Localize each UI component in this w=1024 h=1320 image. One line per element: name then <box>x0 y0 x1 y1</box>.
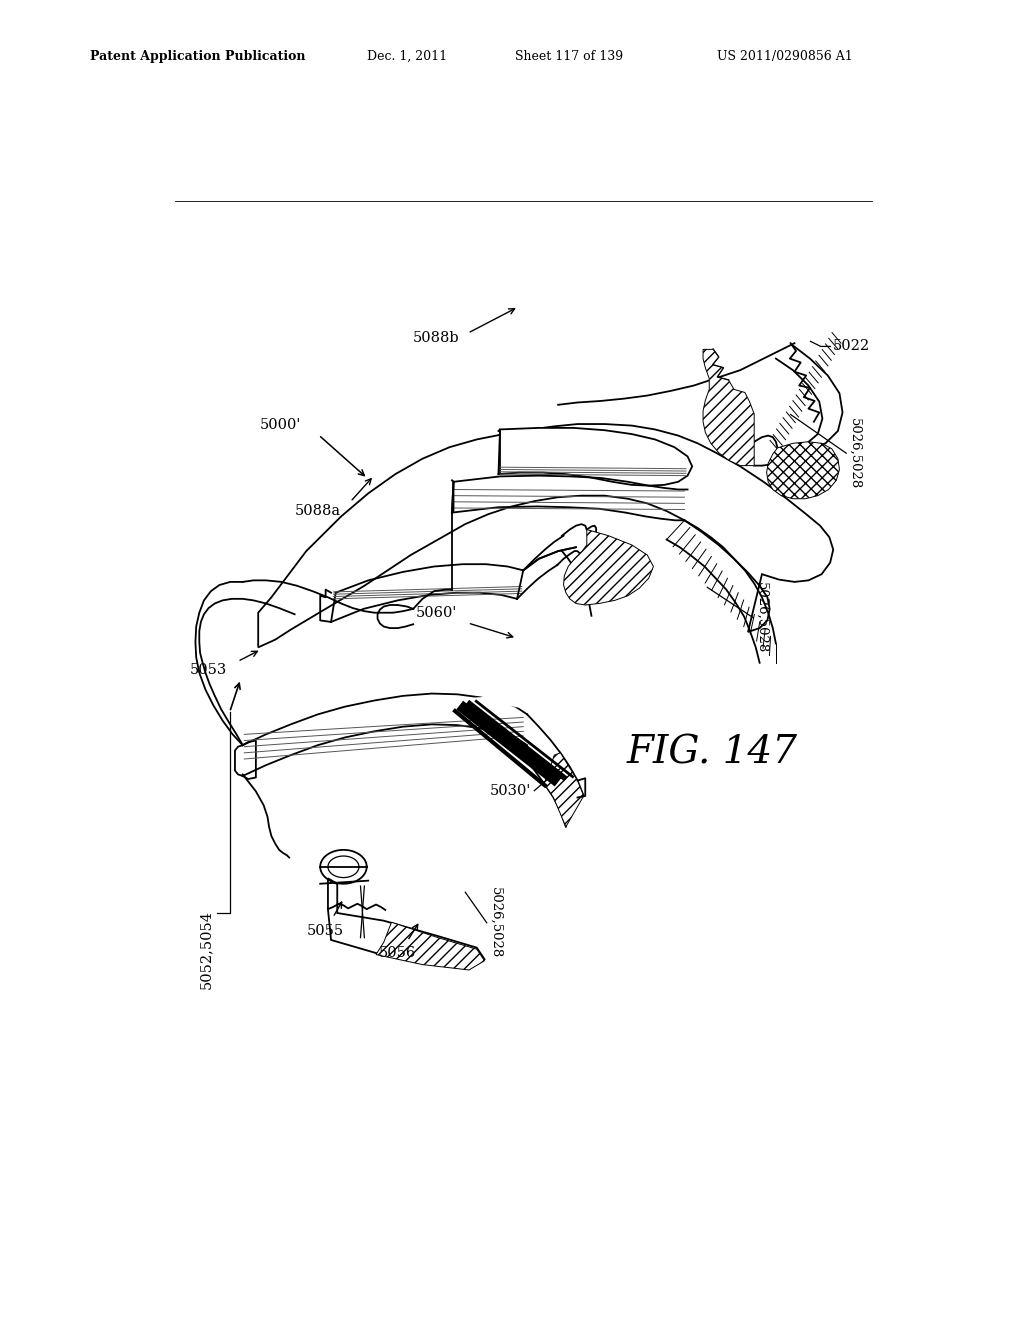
Polygon shape <box>328 878 484 969</box>
Polygon shape <box>376 923 484 970</box>
Text: 5026,5028: 5026,5028 <box>489 887 502 958</box>
Text: 5000': 5000' <box>260 417 301 432</box>
Text: 5026,5028: 5026,5028 <box>849 417 861 488</box>
Polygon shape <box>563 529 653 605</box>
Text: 5052,5054: 5052,5054 <box>199 909 213 989</box>
Text: 5026,5028: 5026,5028 <box>755 582 768 653</box>
Polygon shape <box>767 442 840 499</box>
Text: 5056: 5056 <box>379 946 417 960</box>
Text: 5088b: 5088b <box>413 331 460 346</box>
Text: FIG. 147: FIG. 147 <box>627 734 798 771</box>
Polygon shape <box>544 752 584 826</box>
Text: 5053: 5053 <box>189 663 227 677</box>
Text: 5030': 5030' <box>489 784 531 797</box>
Text: 5022: 5022 <box>833 339 869 354</box>
Polygon shape <box>258 424 834 647</box>
Text: Sheet 117 of 139: Sheet 117 of 139 <box>515 50 624 63</box>
Text: 5055: 5055 <box>306 924 343 939</box>
Text: 5088a: 5088a <box>295 504 341 517</box>
Polygon shape <box>499 428 692 486</box>
Text: Patent Application Publication: Patent Application Publication <box>90 50 305 63</box>
Text: Dec. 1, 2011: Dec. 1, 2011 <box>367 50 446 63</box>
Polygon shape <box>458 696 586 788</box>
Text: 5060': 5060' <box>416 606 458 619</box>
Polygon shape <box>703 350 755 466</box>
Text: US 2011/0290856 A1: US 2011/0290856 A1 <box>717 50 853 63</box>
